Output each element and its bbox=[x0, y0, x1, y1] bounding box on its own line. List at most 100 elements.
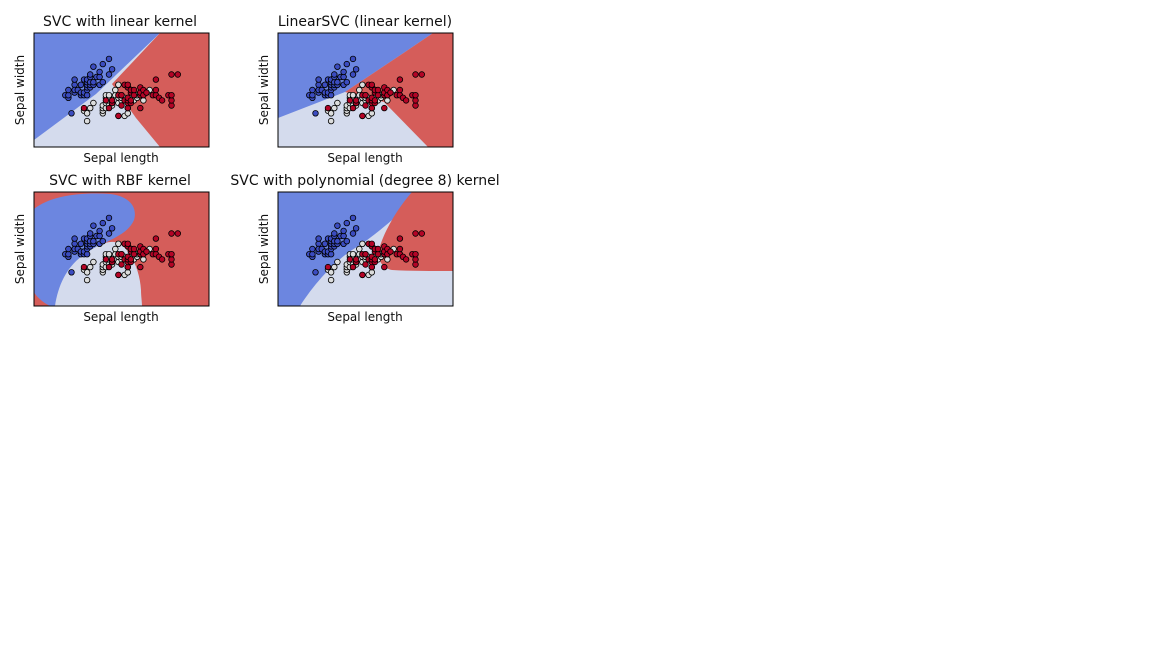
scatter-point-class2 bbox=[168, 230, 175, 237]
scatter-point-class0 bbox=[315, 235, 322, 242]
scatter-point-class2 bbox=[412, 97, 419, 104]
scatter-point-class2 bbox=[346, 256, 354, 263]
scatter-point-class0 bbox=[68, 110, 75, 117]
scatter-point-class1 bbox=[112, 86, 119, 94]
decision-regions bbox=[34, 33, 209, 147]
scatter-point-class1 bbox=[359, 81, 366, 88]
scatter-point-class2 bbox=[362, 91, 369, 99]
scatter-point-class2 bbox=[168, 250, 175, 258]
scatter-point-class2 bbox=[374, 86, 382, 94]
scatter-point-class2 bbox=[371, 97, 379, 104]
scatter-point-class2 bbox=[168, 91, 175, 99]
scatter-point-class0 bbox=[309, 250, 316, 258]
scatter-point-class2 bbox=[168, 256, 175, 263]
scatter-point-class2 bbox=[152, 235, 160, 242]
scatter-point-class0 bbox=[334, 222, 341, 229]
scatter-point-class1 bbox=[124, 110, 131, 117]
scatter-point-class1 bbox=[86, 263, 94, 271]
scatter-point-class2 bbox=[381, 104, 388, 112]
scatter-point-class0 bbox=[86, 71, 94, 78]
scatter-point-class2 bbox=[118, 261, 125, 268]
scatter-point-class2 bbox=[174, 71, 181, 78]
scatter-point-class0 bbox=[315, 76, 322, 83]
scatter-point-class0 bbox=[65, 250, 72, 258]
scatter-point-class0 bbox=[71, 81, 78, 88]
scatter-point-class1 bbox=[334, 99, 341, 107]
scatter-point-class1 bbox=[90, 99, 97, 107]
scatter-point-class2 bbox=[324, 263, 332, 271]
scatter-point-class0 bbox=[352, 225, 360, 232]
scatter-point-class2 bbox=[396, 235, 404, 242]
scatter-point-class0 bbox=[331, 230, 338, 237]
scatter-point-class2 bbox=[352, 256, 360, 263]
scatter-point-class0 bbox=[86, 230, 94, 237]
scatter-point-class1 bbox=[112, 245, 119, 253]
scatter-point-class0 bbox=[343, 60, 350, 68]
scatter-point-class2 bbox=[396, 76, 404, 83]
scatter-point-class0 bbox=[327, 91, 335, 99]
scatter-point-class0 bbox=[90, 237, 97, 245]
scatter-point-class2 bbox=[127, 97, 135, 104]
scatter-point-class2 bbox=[346, 97, 354, 104]
scatter-point-class0 bbox=[83, 250, 91, 258]
subplot-title: SVC with polynomial (degree 8) kernel bbox=[230, 173, 499, 189]
subplot-svc-linear: SVC with linear kernel Sepal length Sepa… bbox=[13, 14, 210, 165]
y-axis-label: Sepal width bbox=[257, 214, 271, 284]
scatter-point-class2 bbox=[143, 248, 150, 255]
region-class2 bbox=[112, 33, 209, 147]
scatter-point-class2 bbox=[374, 250, 382, 258]
axes-frame bbox=[277, 191, 454, 307]
scatter-points bbox=[306, 214, 425, 284]
scatter-point-class0 bbox=[68, 269, 75, 276]
scatter-point-class1 bbox=[334, 258, 341, 266]
scatter-point-class2 bbox=[130, 250, 138, 258]
scatter-point-class0 bbox=[65, 91, 72, 99]
y-axis-label: Sepal width bbox=[13, 55, 27, 125]
scatter-point-class2 bbox=[412, 230, 419, 237]
scatter-point-class0 bbox=[105, 71, 113, 78]
scatter-point-class2 bbox=[108, 97, 116, 104]
scatter-point-class0 bbox=[90, 78, 97, 86]
scatter-point-class0 bbox=[334, 237, 341, 245]
scatter-point-class2 bbox=[130, 86, 138, 94]
scatter-point-class2 bbox=[115, 271, 122, 279]
y-axis-label: Sepal width bbox=[13, 214, 27, 284]
scatter-point-class0 bbox=[334, 63, 341, 70]
scatter-point-class1 bbox=[90, 258, 97, 266]
scatter-point-class2 bbox=[152, 245, 160, 253]
scatter-point-class2 bbox=[152, 86, 160, 94]
scatter-point-class0 bbox=[312, 110, 319, 117]
decision-regions bbox=[278, 33, 453, 147]
scatter-point-class1 bbox=[327, 269, 335, 276]
subplot-title: SVC with linear kernel bbox=[43, 14, 197, 30]
scatter-point-class2 bbox=[137, 104, 144, 112]
scatter-point-class1 bbox=[384, 97, 391, 104]
scatter-point-class0 bbox=[340, 227, 347, 235]
scatter-point-class2 bbox=[412, 91, 419, 99]
scatter-point-class1 bbox=[331, 104, 338, 112]
scatter-point-class1 bbox=[115, 240, 122, 247]
scatter-point-class2 bbox=[374, 245, 382, 253]
scatter-point-class2 bbox=[396, 245, 404, 253]
scatter-point-class1 bbox=[384, 256, 391, 263]
decision-regions bbox=[278, 192, 453, 306]
scatter-point-class0 bbox=[321, 240, 329, 247]
scatter-point-class2 bbox=[143, 89, 150, 96]
scatter-point-class0 bbox=[77, 81, 85, 88]
scatter-point-class0 bbox=[96, 68, 103, 76]
axes-frame bbox=[33, 191, 210, 307]
scatter-point-class0 bbox=[312, 269, 319, 276]
scatter-point-class2 bbox=[396, 86, 404, 94]
scatter-point-class0 bbox=[343, 237, 350, 245]
scatter-point-class2 bbox=[102, 97, 110, 104]
scatter-point-class2 bbox=[412, 250, 419, 258]
scatter-point-class2 bbox=[402, 97, 410, 104]
scatter-point-class2 bbox=[349, 104, 357, 112]
scatter-point-class1 bbox=[83, 269, 91, 276]
scatter-point-class0 bbox=[349, 214, 357, 222]
scatter-point-class1 bbox=[349, 91, 357, 99]
decision-regions bbox=[34, 192, 209, 306]
scatter-point-class2 bbox=[352, 97, 360, 104]
scatter-points bbox=[62, 55, 181, 125]
